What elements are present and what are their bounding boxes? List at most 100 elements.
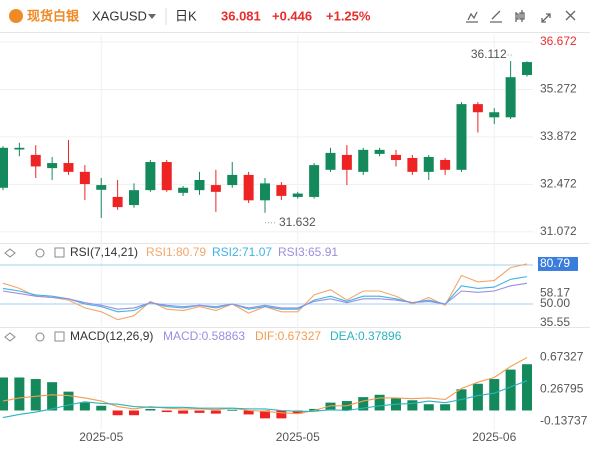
macd-bar [47, 382, 58, 411]
candle-body [522, 62, 532, 75]
candle-body [63, 163, 74, 172]
settings-icon[interactable] [35, 332, 45, 342]
macd-bar [505, 369, 516, 411]
close-icon[interactable] [565, 10, 576, 21]
candle-body [96, 185, 107, 190]
y-tick-label: 50.00 [540, 296, 570, 310]
candle-body [178, 187, 189, 193]
macd-bar [325, 402, 336, 411]
candle-body [505, 77, 516, 118]
macd-bar [129, 410, 139, 416]
y-tick-label: 0.67327 [540, 350, 584, 364]
eye-icon[interactable] [4, 332, 16, 342]
candle-body [407, 157, 418, 172]
candle-body [309, 165, 320, 197]
symbol[interactable]: XAGUSD [92, 8, 147, 23]
legend-entry: MACD:0.58863 [163, 329, 245, 343]
y-tick-label: 80.79 [540, 256, 570, 270]
rsi-line [2, 282, 528, 310]
macd-bar [112, 410, 123, 416]
y-tick-label: 31.072 [540, 224, 577, 238]
high-annotation: 36.112 [471, 47, 507, 61]
legend-entry: RSI2:71.07 [212, 245, 272, 259]
candle-body [194, 179, 205, 191]
legend-entry: RSI3:65.91 [278, 245, 338, 259]
macd-bar [423, 404, 434, 411]
candle-body [47, 163, 58, 169]
change-pct: +1.25% [326, 8, 371, 23]
y-tick-label: 35.272 [540, 82, 577, 96]
price: 36.081 [221, 8, 261, 23]
macd-bar [260, 410, 270, 419]
candle-body [358, 149, 369, 172]
y-tick-label: 58.17 [540, 286, 570, 300]
macd-bar [79, 402, 90, 411]
candle-body [292, 193, 303, 197]
macd-bar [522, 364, 532, 411]
symbol-dropdown[interactable] [148, 14, 156, 19]
macd-bar [227, 409, 238, 411]
candle-body [210, 185, 221, 192]
candle-icon[interactable] [515, 10, 525, 22]
candle-body [79, 171, 90, 185]
x-tick-label: 2025-05 [276, 430, 320, 444]
candle-body [0, 147, 8, 188]
low-annotation: 31.632 [279, 215, 316, 229]
checkbox-icon[interactable] [54, 331, 65, 342]
eye-icon[interactable] [4, 248, 16, 258]
change: +0.446 [272, 8, 312, 23]
macd-bar [358, 397, 369, 411]
rsi-tools[interactable] [4, 247, 65, 258]
macd-bar [472, 383, 483, 411]
candle-body [440, 160, 451, 170]
y-tick-label: 33.872 [540, 129, 577, 143]
candle-body [161, 162, 172, 191]
macd-bar [489, 379, 500, 411]
candle-body [145, 162, 156, 191]
draw-icon[interactable] [490, 10, 502, 23]
legend-entry: RSI1:80.79 [146, 245, 206, 259]
panel-title: MACD(12,26,9) [70, 329, 153, 343]
candle-body [227, 174, 238, 186]
macd-bar [292, 410, 303, 414]
candle-body [30, 154, 41, 167]
fullscreen-icon[interactable] [541, 13, 551, 23]
macd-bar [407, 400, 418, 411]
macd-bar [0, 377, 8, 411]
candle-body [489, 112, 500, 118]
checkbox-icon[interactable] [54, 247, 65, 258]
macd-bar [63, 391, 74, 411]
macd-bar [30, 379, 41, 411]
candle-body [112, 196, 123, 208]
candle-body [391, 154, 401, 161]
macd-tools[interactable] [4, 331, 65, 342]
settings-icon[interactable] [35, 248, 45, 258]
tick-highlight [538, 256, 578, 271]
macd-bar [194, 410, 205, 413]
logo-icon [9, 9, 23, 23]
indicator-icon[interactable] [466, 11, 478, 23]
y-tick-label: 36.672 [540, 34, 577, 48]
legend-entry: DEA:0.37896 [330, 329, 402, 343]
macd-bar [145, 408, 156, 411]
macd-bar [178, 410, 189, 414]
candle-body [325, 152, 336, 170]
macd-bar [14, 377, 25, 411]
toolbar[interactable] [466, 10, 576, 23]
macd-bar [309, 408, 320, 411]
macd-bar [243, 410, 254, 415]
candle-body [14, 147, 25, 150]
y-tick-label: 32.472 [540, 176, 577, 190]
period[interactable]: 日K [175, 8, 197, 23]
macd-bar [440, 404, 451, 411]
macd-line [2, 357, 528, 415]
macd-bar [276, 410, 287, 419]
candle-body [374, 149, 385, 154]
candle-body [129, 190, 139, 206]
candle-body [276, 185, 287, 196]
y-tick-label: -0.13737 [540, 413, 588, 427]
y-tick-label: 0.26795 [540, 382, 584, 396]
x-tick-label: 2025-05 [79, 430, 123, 444]
